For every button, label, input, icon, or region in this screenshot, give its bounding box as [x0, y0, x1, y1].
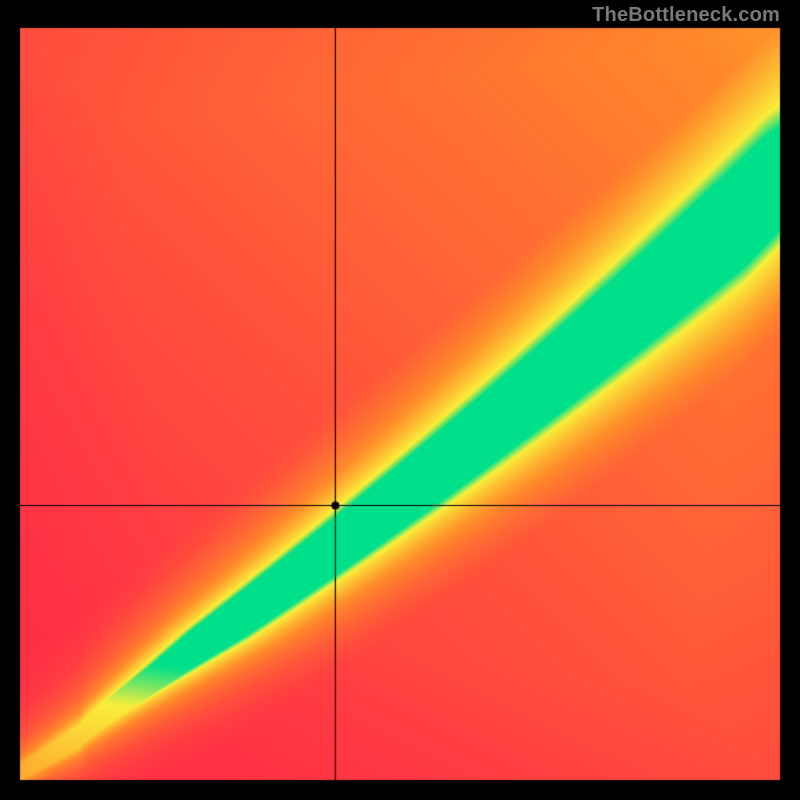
chart-container: TheBottleneck.com: [0, 0, 800, 800]
watermark-label: TheBottleneck.com: [592, 4, 780, 27]
bottleneck-heatmap-canvas: [0, 0, 800, 800]
